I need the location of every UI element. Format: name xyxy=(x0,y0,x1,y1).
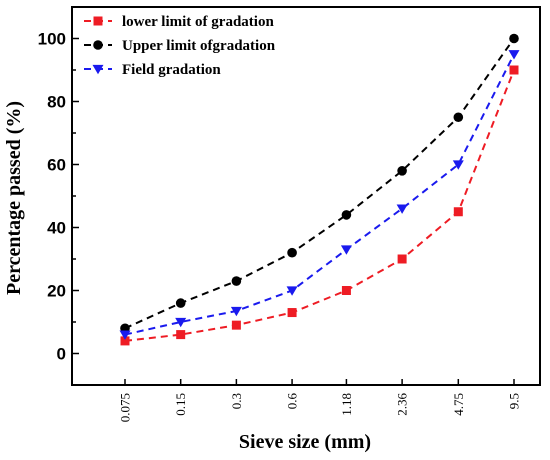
legend-marker xyxy=(92,64,104,75)
legend-marker xyxy=(93,16,103,26)
data-point xyxy=(231,276,242,286)
data-point xyxy=(508,50,520,60)
data-point xyxy=(287,308,297,318)
data-point xyxy=(340,245,352,255)
x-tick-label: 2.36 xyxy=(395,393,410,416)
x-tick-label: 9.5 xyxy=(507,393,522,409)
data-point xyxy=(341,286,351,295)
series-layer xyxy=(119,33,520,346)
data-point xyxy=(176,330,186,340)
data-point xyxy=(120,336,130,346)
x-tick-label: 0.6 xyxy=(285,393,300,410)
plot-area: 0 20 40 60 80 100 0.075 0.15 0.3 0.6 1.18 2.36 4.75 9… xyxy=(38,6,541,422)
y-tick-label: 80 xyxy=(47,93,66,112)
y-tick-label: 20 xyxy=(47,282,66,301)
data-point xyxy=(119,330,131,340)
legend-marker xyxy=(93,40,103,50)
y-axis-title: Percentage passed (%) xyxy=(3,101,25,295)
x-tick-label: 4.75 xyxy=(451,393,466,416)
legend-label: Upper limit ofgradation xyxy=(122,38,276,54)
data-point xyxy=(453,112,464,123)
data-point xyxy=(286,286,298,296)
y-tick-label: 40 xyxy=(47,219,66,238)
data-point xyxy=(287,247,297,258)
y-tick-label: 100 xyxy=(38,30,66,49)
data-point xyxy=(230,306,242,317)
legend-label: Field gradation xyxy=(122,62,221,78)
data-point xyxy=(231,320,241,330)
x-tick-label: 0.075 xyxy=(118,393,133,422)
legend-label: lower limit of gradation xyxy=(122,14,274,30)
data-point xyxy=(509,33,519,44)
x-tick-label: 0.15 xyxy=(173,393,188,416)
series-2 xyxy=(119,50,520,340)
x-tick-label: 0.3 xyxy=(229,393,244,409)
data-point xyxy=(397,166,407,176)
y-tick-label: 0 xyxy=(57,345,66,364)
x-axis-title: Sieve size (mm) xyxy=(239,431,371,453)
series-1 xyxy=(120,33,519,334)
data-point xyxy=(396,204,408,214)
data-point xyxy=(175,317,187,328)
data-point xyxy=(175,298,186,308)
legend: lower limit of gradation Upper limit ofgr… xyxy=(84,14,276,78)
data-point xyxy=(341,210,352,220)
series-line xyxy=(124,69,515,342)
series-0 xyxy=(120,65,519,346)
y-tick-label: 60 xyxy=(47,156,66,175)
series-line xyxy=(124,53,515,336)
data-point xyxy=(397,254,407,264)
data-point xyxy=(509,65,519,75)
data-point xyxy=(453,207,463,217)
data-point xyxy=(452,160,464,170)
x-tick-label: 1.18 xyxy=(339,393,354,416)
series-line xyxy=(124,37,515,330)
